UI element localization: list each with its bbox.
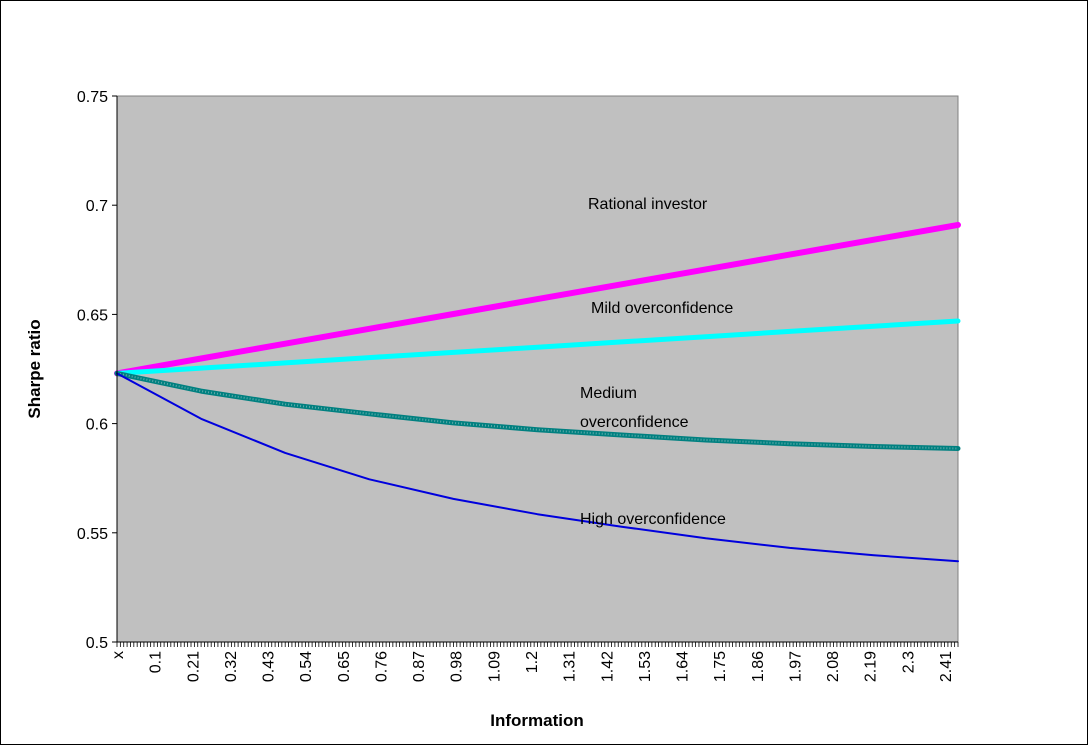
label-mild-overconfidence: Mild overconfidence	[591, 300, 733, 317]
x-tick-label: 0.1	[148, 651, 165, 673]
x-tick-label: 1.09	[486, 651, 503, 682]
x-tick-label: 1.64	[675, 651, 692, 682]
plot-area	[116, 95, 959, 643]
x-tick-label: 2.19	[863, 651, 880, 682]
series-layer	[114, 221, 961, 563]
series-line-rational-investor	[114, 221, 961, 377]
x-tick-label: 1.2	[524, 651, 541, 673]
x-tick-label: 0.98	[449, 651, 466, 682]
x-tick-label: 0.54	[298, 651, 315, 682]
x-tick-label: 0.76	[374, 651, 391, 682]
x-tick-label: 2.41	[938, 651, 955, 682]
x-axis-title: Information	[490, 711, 584, 730]
y-tick-label: 0.6	[86, 417, 108, 434]
x-tick-label: 1.42	[599, 651, 616, 682]
series-line-mild-overconfidence	[114, 318, 961, 376]
x-tick-label: x	[110, 651, 127, 659]
y-tick-label: 0.55	[77, 526, 108, 543]
x-tick-label: 1.31	[562, 651, 579, 682]
y-tick-label: 0.5	[86, 635, 108, 652]
x-tick-label: 0.87	[411, 651, 428, 682]
x-ticks: x 0.1 0.21 0.32 0.43 0.54 0.65 0.76 0.87 0.98 1.09…	[110, 642, 959, 682]
x-tick-label: 1.86	[750, 651, 767, 682]
x-tick-label: 1.75	[712, 651, 729, 682]
x-tick-label: 0.43	[261, 651, 278, 682]
x-tick-label: 2.08	[825, 651, 842, 682]
label-rational-investor: Rational investor	[588, 196, 708, 213]
y-ticks: 0.5 0.55 0.6 0.65 0.7 0.75	[77, 89, 117, 652]
x-tick-label: 0.65	[336, 651, 353, 682]
x-tick-label: 1.53	[637, 651, 654, 682]
x-tick-label: 0.21	[185, 651, 202, 682]
x-tick-label: 1.97	[788, 651, 805, 682]
label-medium-line1: Medium	[580, 385, 637, 402]
x-tick-label: 2.3	[900, 651, 917, 673]
x-tick-label: 0.32	[223, 651, 240, 682]
y-tick-label: 0.75	[77, 89, 108, 106]
y-tick-label: 0.7	[86, 198, 108, 215]
label-medium-line2: overconfidence	[580, 414, 689, 431]
label-high-overconfidence: High overconfidence	[580, 511, 726, 528]
x-minor-ticks	[116, 642, 959, 647]
y-axis-title: Sharpe ratio	[25, 319, 44, 418]
series-markers-medium-overconfidence	[116, 372, 959, 450]
series-line-high-overconfidence	[116, 372, 959, 563]
y-tick-label: 0.65	[77, 307, 108, 324]
